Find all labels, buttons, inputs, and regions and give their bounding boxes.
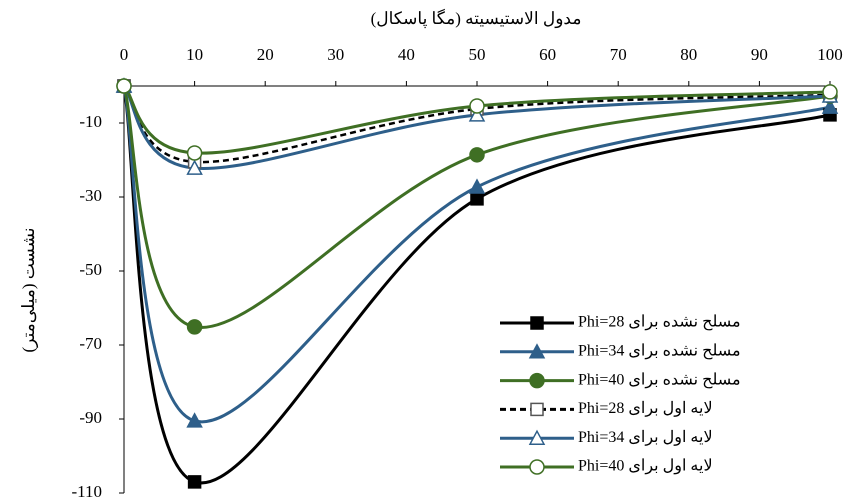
y-tick-label: -50: [79, 260, 102, 279]
x-tick-label: 70: [610, 45, 627, 64]
y-tick-label: -10: [79, 112, 102, 131]
series-line: [122, 85, 831, 164]
marker: [116, 78, 132, 94]
x-tick-label: 100: [817, 45, 843, 64]
legend-label: لایه اول برای Phi=34: [578, 429, 713, 446]
x-tick-label: 50: [469, 45, 486, 64]
series-line: [122, 84, 831, 155]
legend: مسلح نشده برای Phi=28 مسلح نشده برای Phi=…: [500, 314, 741, 475]
legend-label: لایه اول برای Phi=40: [578, 458, 713, 475]
marker: [470, 192, 484, 206]
x-tick-label: 80: [680, 45, 697, 64]
marker: [187, 475, 202, 489]
y-axis-title: نشست (میلی‌متر): [19, 228, 39, 353]
x-tick-label: 30: [327, 45, 344, 64]
x-tick-label: 40: [398, 45, 415, 64]
x-tick-label: 20: [257, 45, 274, 64]
x-tick-label: 60: [539, 45, 556, 64]
marker: [530, 316, 544, 330]
y-tick-label: -110: [71, 482, 102, 501]
x-tick-label: 10: [186, 45, 203, 64]
marker: [530, 402, 544, 417]
series-line: [122, 85, 831, 424]
marker: [186, 412, 203, 428]
marker: [468, 106, 486, 122]
legend-label: مسلح نشده برای Phi=34: [578, 342, 741, 359]
y-tick-label: -30: [79, 186, 102, 205]
marker: [186, 319, 203, 335]
marker: [186, 145, 203, 161]
marker: [528, 429, 546, 445]
marker: [821, 98, 839, 114]
marker: [529, 372, 545, 389]
series-line: [122, 85, 831, 485]
series-line: [122, 85, 831, 329]
x-axis-title: مدول الاستیسیته (مگا پاسکال): [371, 8, 582, 29]
marker: [468, 178, 486, 194]
legend-label: مسلح نشده برای Phi=40: [578, 371, 741, 388]
y-tick-label: -90: [79, 408, 102, 427]
x-tick-label: 90: [751, 45, 768, 64]
marker: [469, 147, 485, 163]
marker: [469, 98, 485, 114]
marker: [529, 459, 545, 475]
y-tick-label: -70: [79, 334, 102, 353]
marker: [186, 159, 203, 175]
legend-label: مسلح نشده برای Phi=28: [578, 314, 741, 331]
series-line: [122, 85, 831, 170]
marker: [528, 343, 546, 359]
legend-label: لایه اول برای Phi=28: [578, 400, 713, 417]
x-tick-label: 0: [120, 45, 129, 64]
marker: [822, 84, 838, 100]
